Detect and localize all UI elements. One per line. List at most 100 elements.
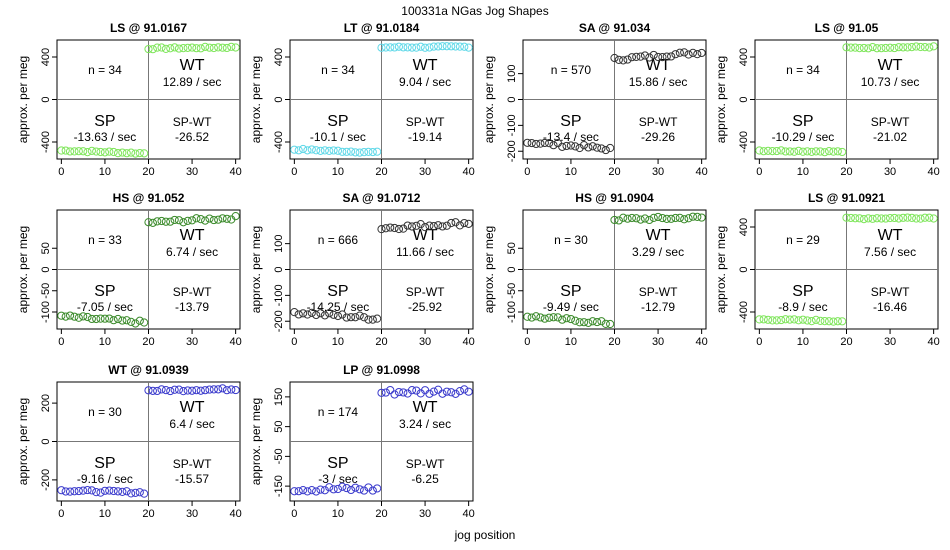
spwt-value-label: -26.52 bbox=[175, 130, 209, 144]
data-point bbox=[584, 318, 593, 327]
data-point bbox=[290, 145, 299, 154]
data-point bbox=[824, 147, 834, 156]
x-tick-label: 40 bbox=[696, 336, 708, 348]
data-point bbox=[592, 143, 602, 152]
data-point bbox=[807, 147, 816, 156]
y-tick-label: -100 bbox=[273, 284, 285, 306]
data-point bbox=[205, 214, 214, 223]
sp-label: SP bbox=[327, 455, 348, 472]
wt-rate-label: 3.29 / sec bbox=[632, 245, 684, 259]
data-point bbox=[161, 217, 171, 226]
panel-title: LS @ 91.0921 bbox=[808, 191, 885, 205]
data-point bbox=[399, 388, 408, 397]
data-point bbox=[925, 43, 934, 52]
data-point bbox=[455, 42, 465, 51]
data-point bbox=[312, 146, 321, 155]
data-point bbox=[113, 487, 123, 496]
x-tick-label: 20 bbox=[608, 336, 620, 348]
data-point bbox=[803, 147, 812, 156]
x-tick-label: 10 bbox=[332, 508, 344, 520]
data-point bbox=[122, 487, 131, 496]
data-point bbox=[166, 44, 175, 53]
data-point bbox=[381, 43, 390, 52]
data-point bbox=[571, 142, 580, 151]
n-count-label: n = 666 bbox=[318, 233, 359, 247]
data-point bbox=[329, 146, 338, 155]
data-point bbox=[438, 222, 447, 231]
data-point bbox=[373, 484, 382, 493]
spwt-label: SP-WT bbox=[639, 285, 678, 299]
data-point bbox=[763, 315, 773, 324]
data-point bbox=[816, 147, 825, 156]
data-point bbox=[632, 214, 641, 223]
x-tick-label: 20 bbox=[375, 166, 387, 178]
x-tick-label: 0 bbox=[58, 166, 64, 178]
data-point bbox=[636, 215, 645, 224]
data-point bbox=[811, 315, 821, 324]
sp-rate-label: -3 / sec bbox=[318, 472, 357, 486]
data-point bbox=[307, 308, 316, 317]
data-point bbox=[536, 139, 545, 148]
x-tick-label: 20 bbox=[375, 508, 387, 520]
panel-5: HS @ 91.052 0 10 20 30 40 -100 -50 0 50 approx. pe… bbox=[16, 191, 242, 348]
y-tick-label: -150 bbox=[273, 475, 285, 497]
x-tick-label: 30 bbox=[652, 166, 664, 178]
spwt-label: SP-WT bbox=[406, 457, 445, 471]
x-tick-label: 40 bbox=[463, 166, 475, 178]
panel-2: LT @ 91.0184 0 10 20 30 40 -400 0 400 approx. per… bbox=[249, 21, 475, 178]
data-point bbox=[359, 313, 369, 322]
panel-title: SA @ 91.034 bbox=[579, 21, 651, 35]
data-point bbox=[693, 212, 702, 222]
data-point bbox=[87, 146, 96, 155]
data-point bbox=[196, 215, 205, 224]
data-point bbox=[890, 213, 899, 223]
data-point bbox=[307, 486, 316, 495]
data-point bbox=[920, 213, 930, 222]
data-point bbox=[697, 48, 706, 58]
panel-title: HS @ 91.052 bbox=[113, 191, 185, 205]
data-point bbox=[540, 138, 549, 148]
data-point bbox=[658, 52, 667, 62]
wt-label: WT bbox=[646, 57, 671, 74]
data-point bbox=[811, 147, 821, 156]
data-point bbox=[96, 488, 105, 497]
data-point bbox=[442, 387, 451, 396]
data-point bbox=[662, 52, 671, 61]
y-tick-label: 0 bbox=[40, 96, 52, 102]
sp-label: SP bbox=[94, 113, 115, 130]
data-point bbox=[881, 214, 890, 223]
y-axis-label: approx. per meg bbox=[714, 226, 728, 313]
data-point bbox=[412, 43, 421, 52]
data-point bbox=[680, 215, 689, 224]
data-point bbox=[885, 43, 895, 52]
data-point bbox=[131, 319, 140, 328]
data-point bbox=[61, 312, 70, 321]
data-point bbox=[794, 146, 803, 155]
data-point bbox=[316, 485, 325, 494]
data-point bbox=[148, 386, 157, 395]
data-point bbox=[192, 44, 201, 53]
x-tick-label: 30 bbox=[186, 166, 198, 178]
data-point bbox=[222, 386, 232, 395]
data-point bbox=[807, 317, 816, 326]
data-point bbox=[549, 141, 558, 150]
data-point bbox=[187, 43, 197, 52]
data-point bbox=[640, 51, 650, 60]
spwt-value-label: -13.79 bbox=[175, 300, 209, 314]
data-point bbox=[899, 213, 908, 222]
data-point bbox=[74, 313, 83, 322]
data-point bbox=[105, 486, 114, 495]
data-point bbox=[92, 314, 101, 324]
data-point bbox=[447, 42, 456, 51]
data-point bbox=[96, 314, 105, 323]
data-point bbox=[294, 310, 303, 319]
data-point bbox=[579, 318, 589, 327]
data-point bbox=[346, 313, 356, 322]
data-point bbox=[842, 213, 851, 222]
wt-rate-label: 11.66 / sec bbox=[396, 245, 454, 259]
data-point bbox=[373, 147, 382, 156]
panel-8: LS @ 91.0921 0 10 20 30 40 -400 0 400 approx. per… bbox=[714, 191, 940, 348]
data-point bbox=[298, 486, 308, 495]
data-point bbox=[667, 52, 676, 61]
data-point bbox=[916, 214, 925, 223]
